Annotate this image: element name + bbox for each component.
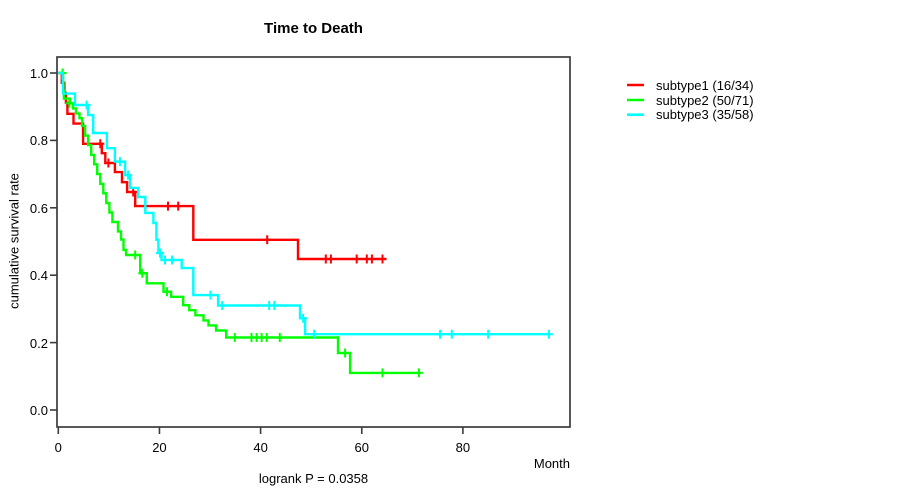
censor-marks-subtype1 <box>96 139 387 264</box>
y-tick-label: 0.4 <box>29 268 48 284</box>
censor-marks-subtype3 <box>82 100 553 339</box>
x-tick-label: 20 <box>152 440 167 455</box>
x-tick-label: 0 <box>54 440 62 455</box>
x-axis-title: Month <box>533 456 570 471</box>
legend-label-subtype1: subtype1 (16/34) <box>656 77 754 93</box>
x-tick-label: 60 <box>354 440 369 455</box>
survival-curve-subtype2 <box>58 71 420 375</box>
survival-curve-subtype3 <box>58 71 550 336</box>
y-tick-label: 0.6 <box>29 200 48 216</box>
y-tick-label: 0.2 <box>29 335 48 351</box>
y-axis-title: cumulative survival rate <box>6 173 22 309</box>
legend-label-subtype3: subtype3 (35/58) <box>656 107 754 123</box>
chart-title: Time to Death <box>264 20 363 37</box>
legend-label-subtype2: subtype2 (50/71) <box>656 92 754 108</box>
plot-frame <box>56 56 571 428</box>
logrank-annotation: logrank P = 0.0358 <box>258 471 369 486</box>
y-tick-label: 1.0 <box>29 66 48 81</box>
y-tick-label: 0.0 <box>29 403 48 418</box>
y-tick-label: 0.8 <box>29 133 48 149</box>
x-tick-label: 80 <box>455 440 471 455</box>
x-tick-label: 40 <box>253 440 268 455</box>
